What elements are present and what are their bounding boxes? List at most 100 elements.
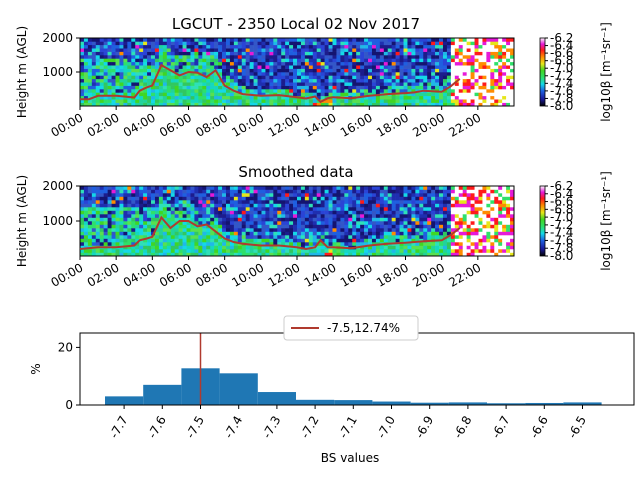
heatmap-cell [352,102,357,107]
heatmap-cell [466,203,471,208]
heatmap-cell [80,242,85,246]
heatmap-cell [316,75,321,80]
heatmap-cell [415,102,420,107]
heatmap-cell [324,210,329,215]
heatmap-cell [419,249,424,253]
heatmap-cell [478,51,483,56]
heatmap-cell [115,99,120,103]
x-tick-label: 08:00 [193,110,230,139]
heatmap-cell [206,41,211,46]
heatmap-cell [348,58,353,63]
heatmap-cell [154,210,160,215]
heatmap-cell [174,252,179,257]
heatmap-cell [450,217,456,222]
heatmap-cell [506,44,511,49]
heatmap-cell [143,89,148,93]
heatmap-cell [502,38,507,42]
heatmap-cell [411,75,416,80]
heatmap-cell [182,221,187,225]
heatmap-cell [261,228,266,232]
heatmap-cell [119,200,124,204]
heatmap-cell [297,51,302,56]
heatmap-cell [300,65,306,69]
heatmap-cell [371,51,377,56]
heatmap-cell [277,200,282,204]
heatmap-cell [95,228,101,232]
heatmap-cell [324,55,329,59]
heatmap-cell [194,242,199,246]
heatmap-cell [158,95,164,100]
heatmap-cell [139,231,144,236]
heatmap-cell [340,72,345,76]
heatmap-cell [202,75,207,80]
heatmap-cell [375,228,381,232]
heatmap-cell [95,78,101,83]
heatmap-cell [368,58,373,63]
heatmap-cell [340,68,345,73]
heatmap-cell [225,44,231,49]
heatmap-cell [498,224,503,229]
heatmap-cell [442,48,448,52]
heatmap-cell [320,231,325,236]
heatmap-cell [162,78,168,83]
heatmap-cell [510,95,515,100]
heatmap-cell [407,252,412,257]
heatmap-cell [486,58,491,63]
heatmap-cell [245,235,250,239]
heatmap-cell [458,58,464,63]
heatmap-cell [320,72,325,76]
heatmap-cell [387,44,392,49]
heatmap-cell [403,238,408,243]
heatmap-cell [371,249,377,253]
heatmap-cell [415,48,420,52]
heatmap-cell [170,203,175,208]
heatmap-cell [261,55,266,59]
heatmap-cell [360,231,365,236]
heatmap-cell [83,186,89,190]
heatmap-cell [91,44,97,49]
heatmap-cell [407,65,412,69]
heatmap-cell [241,61,247,66]
heatmap-cell [174,231,179,236]
heatmap-cell [458,51,464,56]
heatmap-cell [257,245,262,250]
heatmap-cell [360,210,365,215]
heatmap-cell [328,92,333,97]
heatmap-cell [261,78,266,83]
heatmap-cell [225,228,231,232]
y-tick-label: 2000 [42,31,73,45]
heatmap-cell [312,231,318,236]
heatmap-cell [269,75,274,80]
heatmap-cell [407,41,412,46]
heatmap-cell [340,65,345,69]
heatmap-cell [99,85,104,90]
heatmap-cell [265,221,270,225]
heatmap-cell [320,186,325,190]
heatmap-cell [336,231,341,236]
heatmap-cell [494,65,499,69]
heatmap-cell [300,231,306,236]
heatmap-cell [182,186,187,190]
heatmap-cell [498,210,503,215]
heatmap-cell [391,44,396,49]
heatmap-cell [348,238,353,243]
heatmap-cell [265,102,270,107]
heatmap-cell [352,224,357,229]
heatmap-cell [91,238,97,243]
heatmap-cell [139,55,144,59]
heatmap-cell [277,38,282,42]
heatmap-cell [328,224,333,229]
heatmap-cell [123,82,128,86]
heatmap-cell [214,228,219,232]
heatmap-cell [147,221,152,225]
heatmap-cell [115,231,120,236]
heatmap-cell [435,65,440,69]
heatmap-cell [206,245,211,250]
heatmap-cell [474,82,479,86]
heatmap-cell [194,214,199,218]
heatmap-cell [285,249,290,253]
heatmap-cell [147,231,152,236]
heatmap-cell [466,102,471,107]
heatmap-cell [348,48,353,52]
heatmap-cell [364,207,369,211]
